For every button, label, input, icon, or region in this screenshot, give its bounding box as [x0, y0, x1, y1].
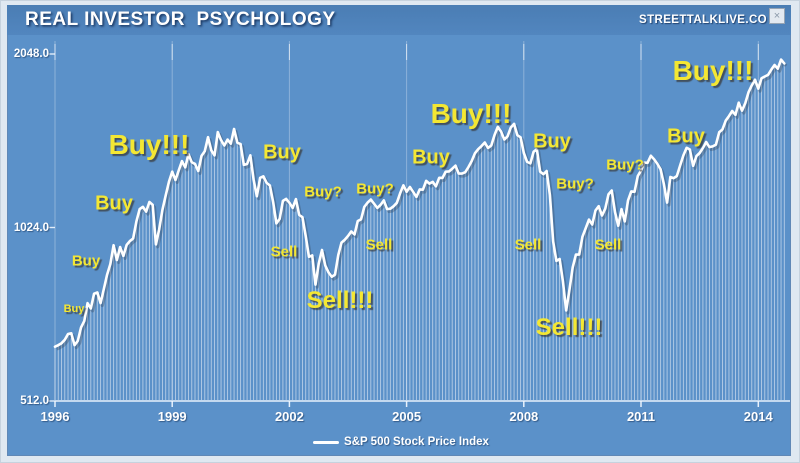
x-axis-tick-label: 2011 [626, 409, 656, 424]
annotation-sell: Sell [270, 243, 298, 261]
broken-image-icon[interactable]: × [769, 8, 785, 24]
titlebar: REAL INVESTOR PSYCHOLOGY STREETTALKLIVE.… [7, 5, 791, 35]
annotation-buy: Buy!!! [672, 55, 754, 86]
annotation-sell: Sell!!! [306, 287, 374, 314]
brand-label: STREETTALKLIVE.CO [639, 14, 767, 26]
x-axis-tick-label: 2002 [274, 409, 304, 424]
brand-wrap: STREETTALKLIVE.CO × [639, 8, 785, 26]
annotation-sell: Sell [514, 236, 542, 254]
x-axis-tick-label: 2005 [392, 409, 422, 424]
y-axis-tick-label: 512.0 [20, 395, 49, 407]
annotation-buy: Buy [263, 141, 301, 164]
annotation-buy: Buy? [556, 175, 594, 193]
annotation-buy: Buy [95, 192, 133, 215]
annotation-sell: Sell!!! [535, 314, 603, 341]
y-axis-tick-label: 1024.0 [13, 221, 49, 234]
page-title: REAL INVESTOR PSYCHOLOGY [25, 9, 336, 30]
legend: S&P 500 Stock Price Index [1, 434, 799, 450]
annotation-sell: Sell [594, 236, 622, 254]
annotation-buy: Buy? [606, 156, 644, 174]
annotation-buy: Buy!!! [108, 129, 190, 160]
x-axis-tick-label: 2008 [509, 409, 539, 424]
legend-line-swatch [313, 440, 340, 444]
annotation-buy: Buy? [356, 180, 394, 198]
legend-label: S&P 500 Stock Price Index [344, 436, 489, 448]
annotation-buy: Buy [533, 130, 571, 153]
annotation-buy: Buy [63, 303, 85, 315]
x-axis-tick-label: 2014 [743, 409, 773, 424]
annotation-sell: Sell [365, 236, 393, 254]
x-axis-tick-label: 1999 [157, 409, 187, 424]
annotation-buy: Buy!!! [430, 98, 512, 129]
x-axis-tick-label: 1996 [40, 409, 70, 424]
y-axis-tick-label: 2048.0 [13, 48, 49, 60]
annotation-buy: Buy [412, 146, 450, 169]
annotation-buy: Buy [71, 252, 101, 270]
annotation-buy: Buy [667, 125, 705, 148]
annotation-buy: Buy? [304, 183, 342, 201]
